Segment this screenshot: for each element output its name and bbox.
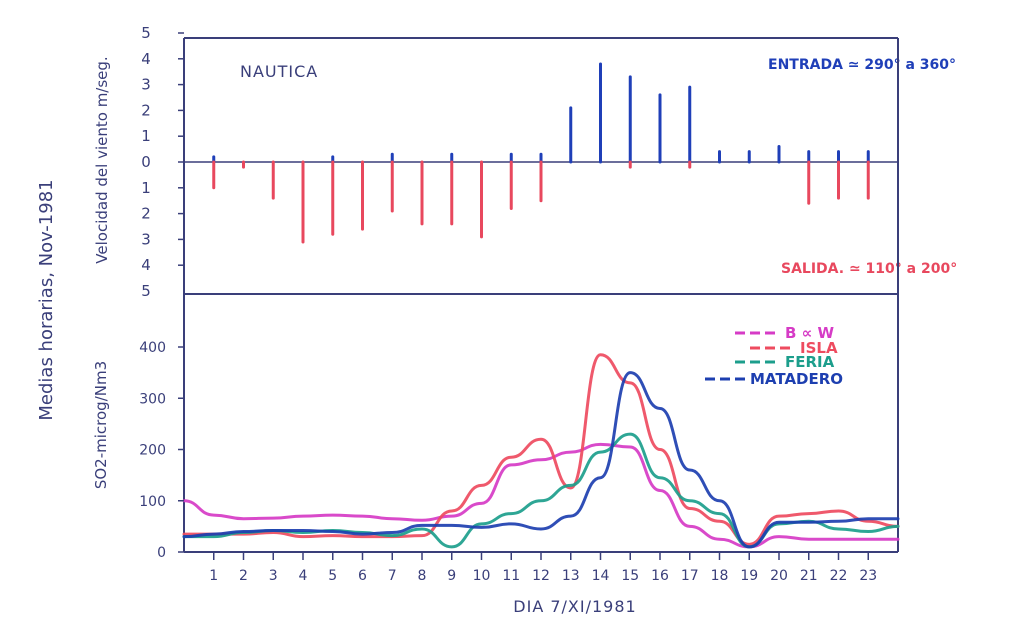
legend-label-matadero: MATADERO (750, 370, 843, 388)
x-tick-label: 6 (358, 568, 367, 584)
x-tick-label: 12 (532, 568, 550, 584)
wind-y-tick-label: 2 (141, 101, 151, 119)
x-tick-label: 4 (299, 568, 308, 584)
wind-y-tick-label: 4 (141, 50, 151, 68)
x-tick-label: 1 (209, 568, 218, 584)
top-chart-title: NAUTICA (240, 62, 318, 81)
x-tick-label: 3 (269, 568, 278, 584)
feria-line (182, 432, 900, 549)
so2-y-tick-label: 100 (139, 494, 166, 510)
so2-y-tick-label: 400 (139, 340, 166, 356)
so2-y-tick-label: 0 (157, 545, 166, 561)
x-tick-label: 22 (830, 568, 848, 584)
legend-label-feria: FERIA (785, 353, 835, 371)
wind-y-tick-label: 2 (141, 205, 151, 223)
wind-y-tick-label: 3 (141, 230, 151, 248)
so2-y-tick-label: 200 (139, 443, 166, 459)
wind-y-tick-label: 1 (141, 179, 151, 197)
matadero-line (182, 371, 900, 549)
legend-salida: SALIDA. ≃ 110° a 200° (781, 261, 957, 277)
wind-y-tick-label: 0 (141, 153, 151, 171)
so2-y-axis-label: SO2-microg/Nm3 (92, 361, 110, 489)
so2-legend: B ∝ W ISLA FERIA MATADERO (705, 324, 843, 388)
wind-y-tick-label: 3 (141, 76, 151, 94)
wind-y-tick-label: 4 (141, 256, 151, 274)
x-tick-label: 21 (800, 568, 818, 584)
x-tick-label: 5 (328, 568, 337, 584)
x-tick-label: 14 (592, 568, 610, 584)
legend-entrada: ENTRADA ≃ 290° a 360° (768, 57, 956, 73)
x-tick-label: 13 (562, 568, 580, 584)
x-axis-label: DIA 7/XI/1981 (513, 597, 636, 616)
wind-y-tick-label: 1 (141, 127, 151, 145)
legend-label-bw: B ∝ W (785, 324, 835, 342)
x-tick-label: 20 (770, 568, 788, 584)
isla-line (182, 353, 900, 546)
x-tick-label: 16 (651, 568, 669, 584)
x-tick-label: 10 (473, 568, 491, 584)
outer-side-label: Medias horarias, Nov-1981 (36, 179, 57, 420)
x-tick-label: 9 (447, 568, 456, 584)
legend-label-isla: ISLA (800, 339, 838, 357)
x-tick-label: 8 (418, 568, 427, 584)
wind-y-axis-label: Velocidad del viento m/seg. (93, 56, 111, 263)
x-tick-label: 15 (621, 568, 639, 584)
x-tick-label: 19 (740, 568, 758, 584)
x-tick-label: 17 (681, 568, 699, 584)
bw-line (182, 442, 900, 549)
so2-y-tick-label: 300 (139, 391, 166, 407)
x-tick-label: 11 (502, 568, 520, 584)
x-tick-label: 18 (711, 568, 729, 584)
wind-y-tick-label: 5 (141, 24, 151, 42)
x-tick-label: 23 (859, 568, 877, 584)
x-tick-label: 2 (239, 568, 248, 584)
x-tick-label: 7 (388, 568, 397, 584)
wind-y-tick-label: 5 (141, 282, 151, 300)
